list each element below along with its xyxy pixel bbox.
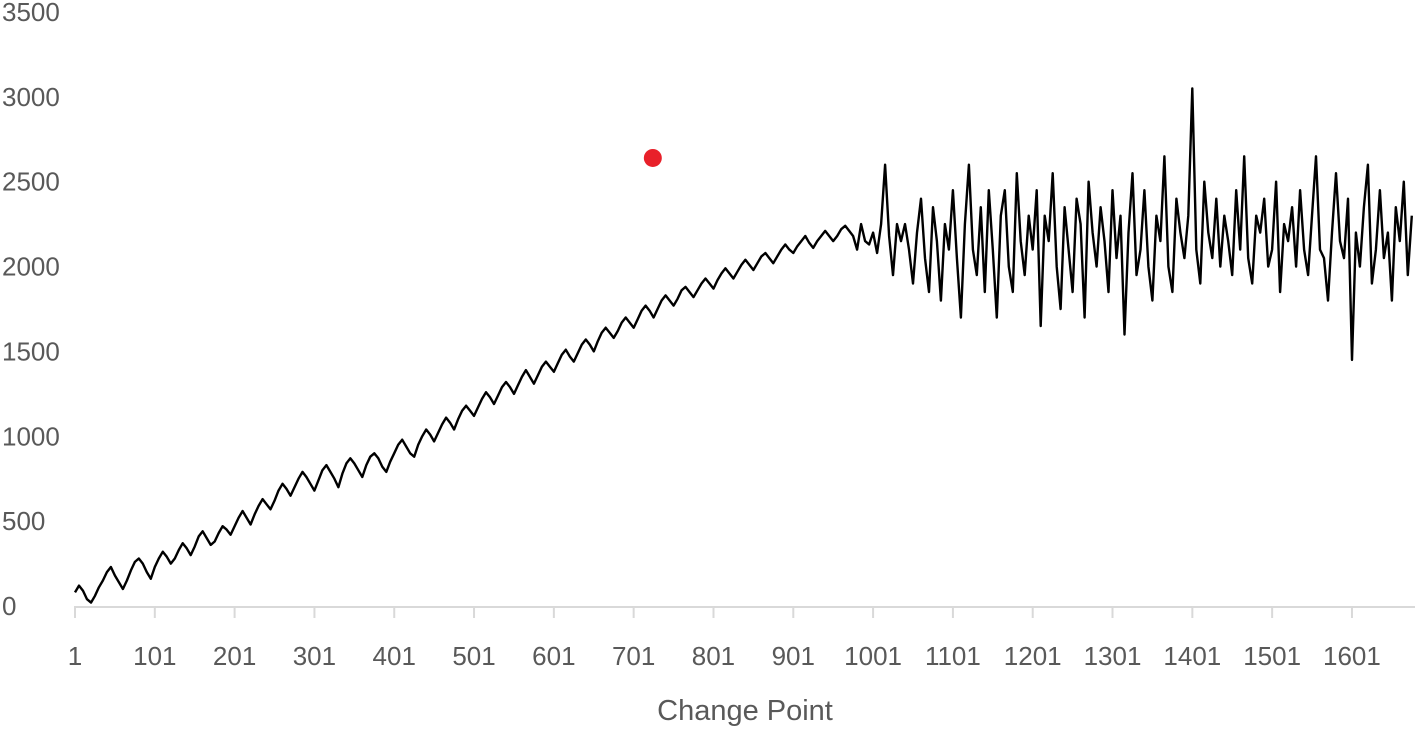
y-axis: 0 500 1000 1500 2000 2500 3000 3500 (2, 0, 60, 621)
x-tick-label: 601 (532, 641, 575, 671)
x-tick-label: 401 (373, 641, 416, 671)
x-tick-label: 501 (452, 641, 495, 671)
y-tick-label: 1500 (2, 336, 60, 366)
x-axis: 1 101 201 301 401 501 601 701 801 901 1001 1101 1201… (68, 606, 1415, 671)
y-tick-label: 500 (2, 506, 45, 536)
x-tick-label: 901 (772, 641, 815, 671)
x-tick-label: 1401 (1163, 641, 1221, 671)
plot-area (73, 87, 1413, 604)
x-tick-label: 301 (293, 641, 336, 671)
y-tick-label: 1000 (2, 421, 60, 451)
y-tick-label: 0 (2, 591, 16, 621)
y-tick-label: 2000 (2, 252, 60, 282)
x-tick-label: 701 (612, 641, 655, 671)
x-tick-label: 1 (68, 641, 82, 671)
x-axis-title: Change Point (657, 695, 833, 727)
x-tick-label: 1601 (1323, 641, 1381, 671)
y-tick-label: 2500 (2, 167, 60, 197)
x-tick-label: 1501 (1243, 641, 1301, 671)
x-tick-label: 1301 (1084, 641, 1142, 671)
x-tick-label: 201 (213, 641, 256, 671)
x-tick-label: 101 (133, 641, 176, 671)
change-point-marker (643, 148, 662, 167)
y-tick-label: 3000 (2, 82, 60, 112)
x-tick-label: 1101 (925, 641, 981, 671)
x-tick-label: 1201 (1004, 641, 1062, 671)
x-tick-label: 1001 (844, 641, 902, 671)
x-tick-label: 801 (692, 641, 735, 671)
series-line (73, 87, 1413, 604)
y-tick-label: 3500 (2, 0, 60, 27)
